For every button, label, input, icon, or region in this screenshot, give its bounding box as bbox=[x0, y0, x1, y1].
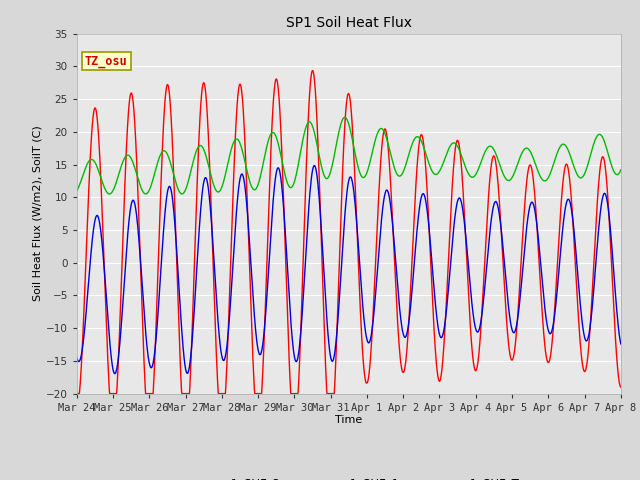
sp1_SHF_1 bbox=[617, 341, 625, 347]
sp1_SHF_T bbox=[73, 188, 81, 194]
sp1_SHF_1 bbox=[181, 362, 189, 368]
sp1_SHF_2 bbox=[553, 276, 561, 282]
Line: sp1_SHF_2: sp1_SHF_2 bbox=[77, 71, 621, 394]
X-axis label: Time: Time bbox=[335, 415, 362, 425]
sp1_SHF_1 bbox=[73, 355, 81, 360]
sp1_SHF_T bbox=[434, 170, 442, 176]
sp1_SHF_1 bbox=[434, 323, 442, 328]
Title: SP1 Soil Heat Flux: SP1 Soil Heat Flux bbox=[286, 16, 412, 30]
Y-axis label: Soil Heat Flux (W/m2), SoilT (C): Soil Heat Flux (W/m2), SoilT (C) bbox=[33, 126, 43, 301]
Text: TZ_osu: TZ_osu bbox=[85, 55, 128, 68]
sp1_SHF_T bbox=[505, 178, 513, 183]
sp1_SHF_T bbox=[181, 188, 189, 194]
sp1_SHF_2 bbox=[73, 391, 81, 396]
sp1_SHF_1 bbox=[195, 243, 202, 249]
Legend: sp1_SHF_2, sp1_SHF_1, sp1_SHF_T: sp1_SHF_2, sp1_SHF_1, sp1_SHF_T bbox=[173, 473, 524, 480]
sp1_SHF_2 bbox=[180, 391, 188, 396]
sp1_SHF_2 bbox=[309, 68, 317, 73]
sp1_SHF_T bbox=[553, 151, 561, 157]
Line: sp1_SHF_T: sp1_SHF_T bbox=[77, 117, 621, 194]
sp1_SHF_2 bbox=[505, 341, 513, 347]
sp1_SHF_T bbox=[178, 191, 186, 197]
sp1_SHF_2 bbox=[434, 371, 442, 376]
sp1_SHF_2 bbox=[255, 391, 262, 396]
Line: sp1_SHF_1: sp1_SHF_1 bbox=[77, 166, 621, 373]
sp1_SHF_1 bbox=[111, 371, 119, 376]
sp1_SHF_1 bbox=[505, 308, 513, 313]
sp1_SHF_T bbox=[341, 114, 349, 120]
sp1_SHF_T bbox=[255, 179, 263, 184]
sp1_SHF_T bbox=[617, 167, 625, 173]
sp1_SHF_1 bbox=[255, 350, 263, 356]
sp1_SHF_2 bbox=[617, 384, 625, 390]
sp1_SHF_1 bbox=[553, 290, 561, 296]
sp1_SHF_1 bbox=[310, 163, 318, 168]
sp1_SHF_2 bbox=[194, 164, 202, 170]
sp1_SHF_T bbox=[195, 144, 202, 150]
